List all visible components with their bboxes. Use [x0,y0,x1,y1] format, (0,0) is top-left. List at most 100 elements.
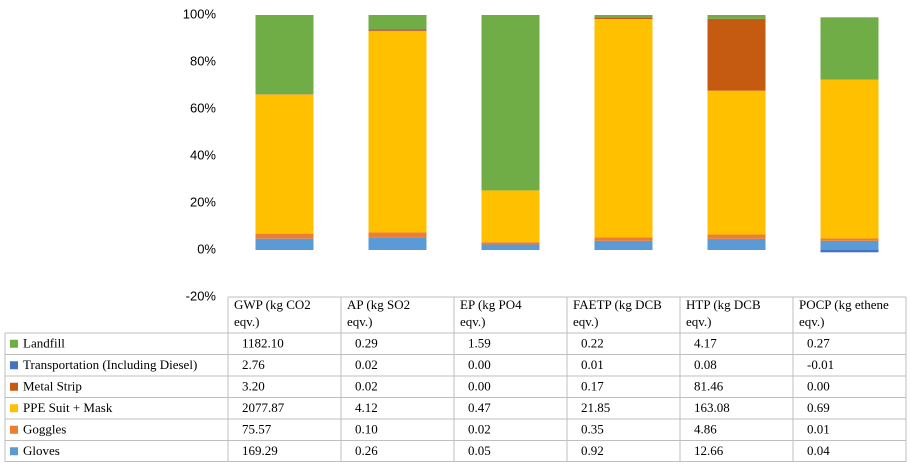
table-value: 0.47 [468,400,491,415]
category-label: POCP (kg ethene eqv.) [799,297,889,329]
bar-segment [820,240,879,250]
bar-segment [707,238,766,250]
y-tick-label: 60% [190,100,216,115]
category-line: eqv.) [573,314,599,329]
table-value: 0.04 [807,443,830,458]
bar-segment [368,232,427,238]
category-line: EP (kg PO4 [460,297,522,312]
bar-segment [481,190,540,243]
legend-key [10,382,18,391]
table-value: 75.57 [242,422,272,437]
table-value: 1182.10 [242,336,284,351]
category-line: eqv.) [799,314,825,329]
bar-segment [594,18,653,238]
table-value: 0.02 [355,379,378,394]
category-line: HTP (kg DCB [686,297,761,312]
bar-segment [255,94,314,234]
bar-segment [820,79,879,239]
bar-segment [368,29,427,31]
legend-key [10,361,18,370]
bar-segment [368,30,427,32]
table-value: 0.10 [355,422,378,437]
legend-label: Landfill [23,336,65,351]
legend-key [10,339,18,348]
table-value: 0.35 [581,422,604,437]
table-value: 0.02 [355,357,378,372]
bar-segment [255,233,314,239]
legend-key [10,447,18,456]
category-line: eqv.) [234,314,260,329]
category-label: GWP (kg CO2 eqv.) [234,297,311,329]
bar-segment [594,237,653,241]
table-value: 1.59 [468,336,491,351]
category-line: eqv.) [686,314,712,329]
bar-segment [594,15,653,18]
legend-key [10,404,18,413]
bar-segment [820,238,879,241]
category-label: AP (kg SO2 eqv.) [347,297,410,329]
table-value: 0.01 [807,422,830,437]
table-value: 4.12 [355,400,378,415]
table-value: 169.29 [242,443,278,458]
table-value: 0.05 [468,443,491,458]
y-tick-label: 100% [183,6,217,21]
table-value: 0.29 [355,336,378,351]
table-value: 0.22 [581,336,604,351]
bar-segment [820,250,879,253]
table-value: 21.85 [581,400,610,415]
table-value: 0.69 [807,400,830,415]
category-label: FAETP (kg DCB eqv.) [573,297,662,329]
bar-segment [707,15,766,19]
legend-label: Metal Strip [23,379,82,394]
bar-segment [481,242,540,245]
category-label: HTP (kg DCB eqv.) [686,297,761,329]
legend-key [10,425,18,434]
bar-segment [481,244,540,250]
bar-segment [255,15,314,95]
bar-segment [368,237,427,250]
bar-segment [368,15,427,30]
table-value: 0.27 [807,336,830,351]
bar-segment [594,17,653,19]
category-label: EP (kg PO4 eqv.) [460,297,522,329]
bar-segment [594,240,653,250]
table-value: -0.01 [807,357,834,372]
bar-segment [707,18,766,91]
table-value: 0.17 [581,379,604,394]
bar-segment [707,90,766,235]
table-value: 0.26 [355,443,378,458]
table-value: 2.76 [242,357,265,372]
category-line: AP (kg SO2 [347,297,410,312]
table-value: 3.20 [242,379,265,394]
table-value: 81.46 [694,379,724,394]
category-line: FAETP (kg DCB [573,297,662,312]
legend-label: PPE Suit + Mask [23,400,113,415]
legend-label: Goggles [23,422,66,437]
table-value: 0.01 [581,357,604,372]
table-value: 0.02 [468,422,491,437]
bar-segment [368,31,427,233]
table-value: 0.00 [468,379,491,394]
bar-segment [255,238,314,250]
category-line: eqv.) [460,314,486,329]
legend-label: Transportation (Including Diesel) [23,357,197,372]
legend-label: Gloves [23,443,60,458]
table-value: 12.66 [694,443,724,458]
table-value: 0.00 [468,357,491,372]
y-tick-label: 0% [197,241,216,256]
y-tick-label: 40% [190,147,216,162]
table-value: 0.00 [807,379,830,394]
bar-segment [481,15,540,191]
y-tick-label: 20% [190,194,216,209]
table-value: 2077.87 [242,400,285,415]
table-value: 163.08 [694,400,730,415]
table-value: 4.17 [694,336,717,351]
table-value: 4.86 [694,422,717,437]
y-tick-label: -20% [186,288,217,303]
bar-segment [820,17,879,80]
bar-segment [707,234,766,239]
category-line: POCP (kg ethene [799,297,889,312]
table-value: 0.08 [694,357,717,372]
category-line: GWP (kg CO2 [234,297,311,312]
